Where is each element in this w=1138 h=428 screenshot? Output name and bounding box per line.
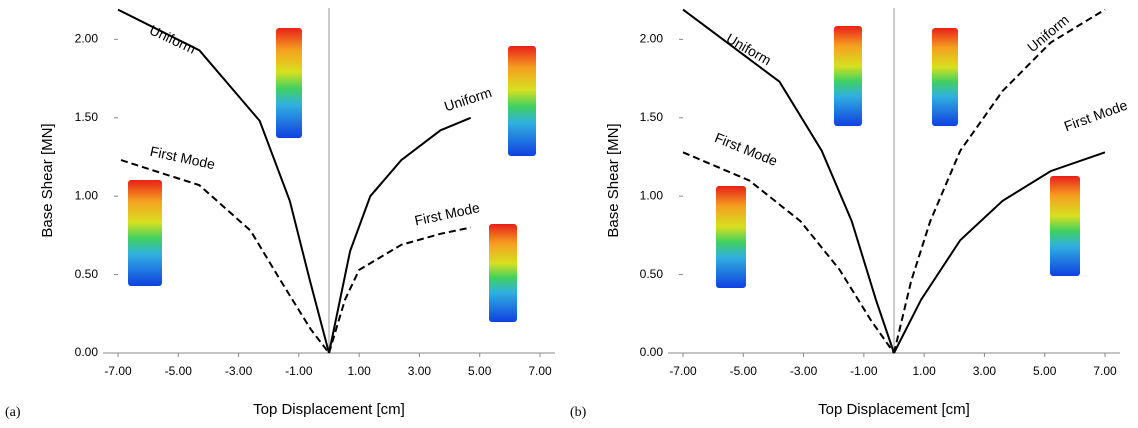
x-tick-label: -3.00: [790, 364, 818, 378]
tower-icon: [276, 28, 302, 138]
x-tick-label: -7.00: [669, 364, 697, 378]
x-tick-label: -1.00: [285, 364, 313, 378]
x-axis-title: Top Displacement [cm]: [253, 401, 405, 418]
curve-label: First Mode: [1062, 97, 1130, 135]
curve-label: First Mode: [149, 143, 217, 172]
x-tick-label: -3.00: [225, 364, 253, 378]
curve-label: First Mode: [712, 129, 780, 169]
y-tick-label: 0.50: [75, 267, 99, 281]
y-tick-label: 0.00: [75, 345, 99, 359]
x-tick-label: 5.00: [468, 364, 492, 378]
chart: 0.00 0.50 1.00 1.50 2.00 -7.00 -5.00 -3.00 -1.00…: [0, 0, 1138, 428]
y-tick-label: 2.00: [640, 32, 664, 46]
panel-label: (a): [5, 405, 21, 420]
tower-icon: [489, 224, 517, 322]
y-tick-label: 0.50: [640, 267, 664, 281]
panel-label: (b): [570, 405, 587, 420]
curve-label: Uniform: [724, 30, 774, 68]
y-tick-label: 1.00: [75, 188, 99, 202]
tower-icon: [932, 28, 958, 126]
series-line: [683, 10, 894, 353]
x-tick-label: 7.00: [1093, 364, 1117, 378]
x-tick-label: 7.00: [528, 364, 552, 378]
x-tick-label: 5.00: [1033, 364, 1057, 378]
series-line: [329, 118, 471, 353]
x-tick-label: -1.00: [850, 364, 878, 378]
tower-icon: [508, 46, 536, 156]
page: {"chart_data": [ {"type": "line", "label…: [0, 0, 1138, 428]
x-tick-label: -5.00: [730, 364, 758, 378]
y-tick-label: 0.00: [640, 345, 664, 359]
series-line: [329, 228, 471, 354]
tower-icon: [128, 180, 162, 286]
y-axis-title: Base Shear [MN]: [605, 123, 622, 237]
y-tick-label: 2.00: [75, 32, 99, 46]
curve-label: Uniform: [1024, 11, 1072, 55]
y-tick-label: 1.50: [75, 110, 99, 124]
curve-label: Uniform: [147, 22, 198, 57]
y-tick-label: 1.00: [640, 188, 664, 202]
tower-icon: [1050, 176, 1080, 276]
y-axis-title: Base Shear [MN]: [39, 123, 56, 237]
curve-label: First Mode: [413, 199, 481, 228]
x-tick-label: -7.00: [104, 364, 132, 378]
x-axis-title: Top Displacement [cm]: [818, 401, 970, 418]
x-tick-label: 1.00: [912, 364, 936, 378]
y-tick-label: 1.50: [640, 110, 664, 124]
tower-icon: [716, 186, 746, 288]
x-tick-label: -5.00: [165, 364, 193, 378]
x-tick-label: 3.00: [973, 364, 997, 378]
curve-label: Uniform: [442, 84, 494, 114]
x-tick-label: 3.00: [408, 364, 432, 378]
x-tick-label: 1.00: [347, 364, 371, 378]
tower-icon: [834, 26, 862, 126]
